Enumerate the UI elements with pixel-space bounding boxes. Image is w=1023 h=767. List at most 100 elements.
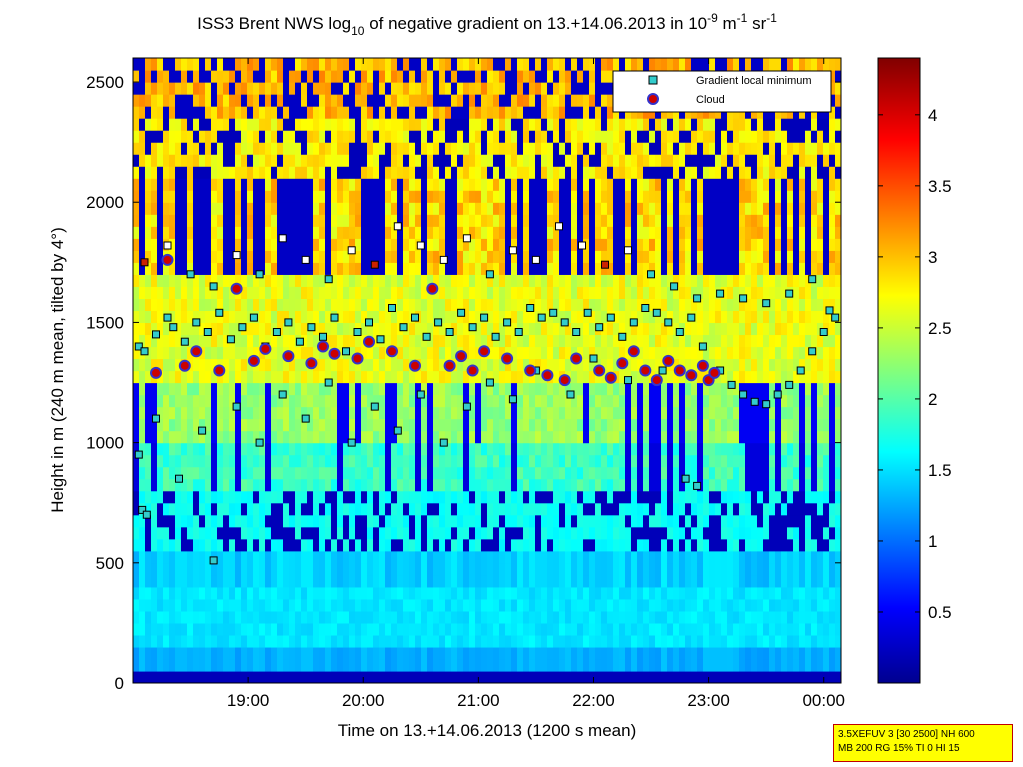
heatmap-cell xyxy=(445,550,452,564)
heatmap-cell xyxy=(397,586,404,600)
heatmap-cell xyxy=(151,286,158,299)
heatmap-cell xyxy=(283,502,290,516)
heatmap-cell xyxy=(685,226,692,239)
heatmap-cell xyxy=(511,574,518,588)
heatmap-cell xyxy=(655,142,662,155)
heatmap-cell xyxy=(577,478,584,492)
heatmap-cell xyxy=(253,442,260,456)
heatmap-cell xyxy=(373,166,380,179)
heatmap-cell xyxy=(409,382,416,396)
heatmap-cell xyxy=(247,550,254,564)
heatmap-cell xyxy=(229,670,236,683)
heatmap-cell xyxy=(403,658,410,672)
heatmap-cell xyxy=(703,646,710,660)
heatmap-cell xyxy=(487,82,494,95)
heatmap-cell xyxy=(241,370,248,384)
heatmap-cell xyxy=(319,190,326,203)
heatmap-cell xyxy=(373,466,380,480)
heatmap-cell xyxy=(469,382,476,396)
heatmap-cell xyxy=(169,418,176,432)
heatmap-cell xyxy=(205,106,212,119)
heatmap-cell xyxy=(607,190,614,203)
heatmap-cell xyxy=(199,82,206,95)
heatmap-cell xyxy=(421,226,428,239)
heatmap-cell xyxy=(667,118,674,131)
heatmap-cell xyxy=(439,454,446,468)
heatmap-cell xyxy=(463,346,470,360)
heatmap-cell xyxy=(415,646,422,660)
heatmap-cell xyxy=(307,406,314,420)
heatmap-cell xyxy=(625,418,632,432)
heatmap-cell xyxy=(241,406,248,420)
heatmap-cell xyxy=(409,202,416,215)
heatmap-cell xyxy=(535,562,542,576)
heatmap-cell xyxy=(241,178,248,191)
heatmap-cell xyxy=(283,262,290,275)
heatmap-cell xyxy=(547,142,554,155)
heatmap-cell xyxy=(217,430,224,444)
heatmap-cell xyxy=(181,538,188,552)
heatmap-cell xyxy=(553,442,560,456)
heatmap-cell xyxy=(391,406,398,420)
heatmap-cell xyxy=(325,646,332,660)
heatmap-cell xyxy=(253,214,260,227)
heatmap-cell xyxy=(523,286,530,299)
heatmap-cell xyxy=(175,490,182,504)
heatmap-cell xyxy=(679,118,686,131)
heatmap-cell xyxy=(169,514,176,528)
heatmap-cell xyxy=(247,406,254,420)
heatmap-cell xyxy=(409,190,416,203)
heatmap-cell xyxy=(403,454,410,468)
heatmap-cell xyxy=(187,442,194,456)
heatmap-cell xyxy=(457,466,464,480)
heatmap-cell xyxy=(649,538,656,552)
heatmap-cell xyxy=(433,406,440,420)
heatmap-cell xyxy=(703,118,710,131)
heatmap-cell xyxy=(265,250,272,263)
heatmap-cell xyxy=(139,238,146,251)
heatmap-cell xyxy=(169,442,176,456)
heatmap-cell xyxy=(241,142,248,155)
heatmap-cell xyxy=(403,298,410,311)
heatmap-cell xyxy=(523,562,530,576)
heatmap-cell xyxy=(205,154,212,167)
heatmap-cell xyxy=(655,526,662,540)
heatmap-cell xyxy=(331,634,338,648)
heatmap-cell xyxy=(457,154,464,167)
heatmap-cell xyxy=(529,286,536,299)
heatmap-cell xyxy=(259,106,266,119)
heatmap-cell xyxy=(403,274,410,287)
heatmap-cell xyxy=(685,358,692,372)
heatmap-cell xyxy=(253,370,260,384)
heatmap-cell xyxy=(199,382,206,396)
heatmap-cell xyxy=(667,130,674,143)
heatmap-cell xyxy=(343,358,350,372)
heatmap-cell xyxy=(541,262,548,275)
heatmap-cell xyxy=(187,646,194,660)
heatmap-cell xyxy=(133,58,140,71)
heatmap-cell xyxy=(289,274,296,287)
heatmap-cell xyxy=(325,502,332,516)
heatmap-cell xyxy=(655,382,662,396)
heatmap-cell xyxy=(691,130,698,143)
heatmap-cell xyxy=(553,406,560,420)
heatmap-cell xyxy=(427,94,434,107)
heatmap-cell xyxy=(625,154,632,167)
heatmap-cell xyxy=(325,346,332,360)
heatmap-cell xyxy=(415,118,422,131)
heatmap-cell xyxy=(673,598,680,612)
heatmap-cell xyxy=(601,454,608,468)
heatmap-cell xyxy=(469,454,476,468)
heatmap-cell xyxy=(133,562,140,576)
heatmap-cell xyxy=(277,70,284,83)
heatmap-cell xyxy=(181,418,188,432)
heatmap-cell xyxy=(379,250,386,263)
heatmap-cell xyxy=(469,466,476,480)
heatmap-cell xyxy=(499,478,506,492)
heatmap-cell xyxy=(421,610,428,624)
heatmap-cell xyxy=(679,202,686,215)
heatmap-cell xyxy=(553,70,560,83)
heatmap-cell xyxy=(367,574,374,588)
heatmap-cell xyxy=(565,154,572,167)
